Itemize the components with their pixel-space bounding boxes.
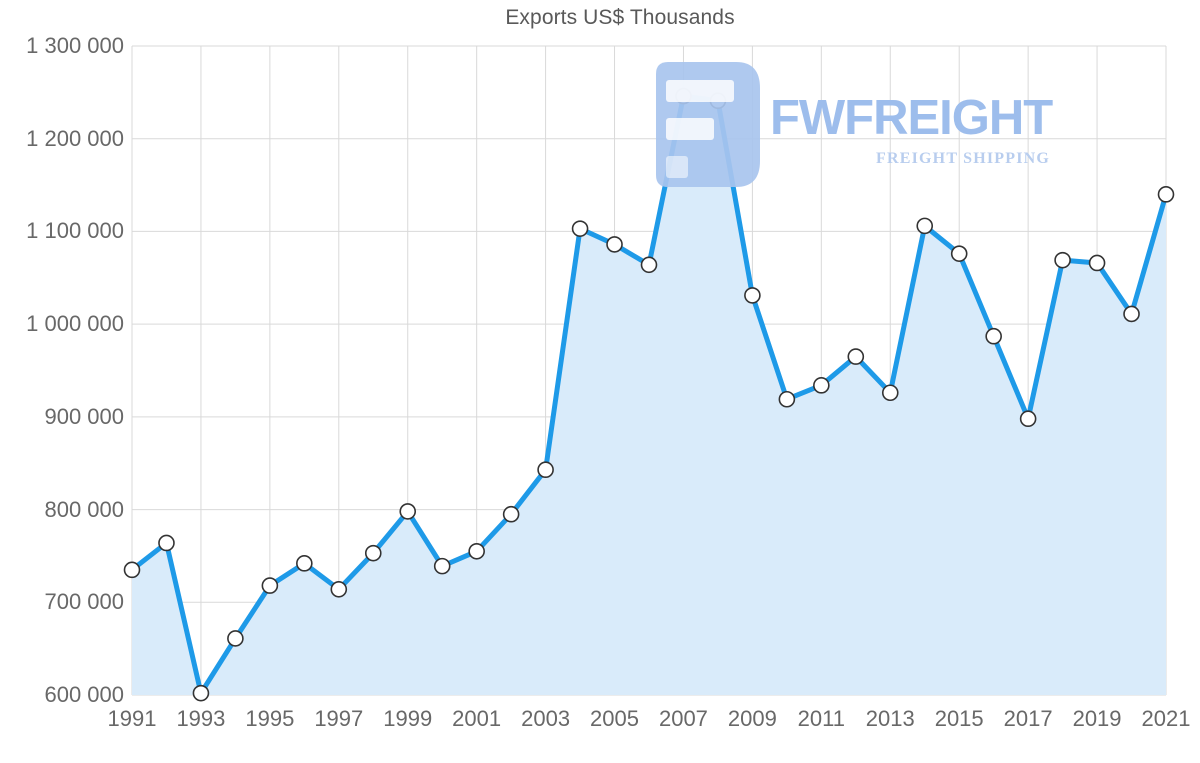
data-point-marker[interactable] xyxy=(364,544,382,562)
data-point-marker[interactable] xyxy=(985,327,1002,345)
data-point-marker[interactable] xyxy=(227,630,244,647)
data-point-marker[interactable] xyxy=(744,287,761,304)
data-point-marker[interactable] xyxy=(916,217,934,235)
x-axis-tick-label: 2017 xyxy=(1003,706,1053,731)
data-point-marker[interactable] xyxy=(950,245,968,262)
data-point-marker[interactable] xyxy=(502,505,520,523)
data-point-marker[interactable] xyxy=(606,236,623,253)
y-axis-tick-label: 800 000 xyxy=(44,496,124,522)
data-point-marker[interactable] xyxy=(192,684,210,702)
x-axis-tick-label: 2011 xyxy=(797,706,845,731)
data-point-marker[interactable] xyxy=(571,220,589,237)
y-axis-tick-label: 900 000 xyxy=(44,403,124,429)
data-point-marker[interactable] xyxy=(813,377,830,394)
data-point-marker[interactable] xyxy=(296,555,313,572)
x-axis-tick-label: 2007 xyxy=(658,706,708,731)
data-point-marker[interactable] xyxy=(847,348,865,365)
y-axis-tick-label: 1 200 000 xyxy=(26,125,124,151)
data-point-marker[interactable] xyxy=(1054,251,1071,269)
x-axis-tick-label: 2001 xyxy=(452,706,502,731)
data-point-marker[interactable] xyxy=(881,384,899,402)
data-point-marker[interactable] xyxy=(468,542,485,560)
data-point-marker[interactable] xyxy=(1123,305,1140,323)
data-point-marker[interactable] xyxy=(778,390,796,408)
data-point-marker[interactable] xyxy=(158,534,175,552)
y-axis-tick-label: 700 000 xyxy=(44,589,124,615)
x-axis-tick-label: 2009 xyxy=(727,706,777,731)
x-axis-tick-label: 1993 xyxy=(176,706,226,731)
x-axis-tick-label: 1999 xyxy=(383,706,433,731)
x-axis-tick-label: 2013 xyxy=(865,706,915,731)
y-axis-tick-label: 1 000 000 xyxy=(26,311,124,337)
data-point-marker[interactable] xyxy=(261,577,279,594)
x-axis-tick-label: 2019 xyxy=(1072,706,1122,731)
data-point-marker[interactable] xyxy=(399,503,417,520)
x-axis-tick-label: 1991 xyxy=(107,706,157,731)
data-point-marker[interactable] xyxy=(1019,410,1037,428)
x-axis-tick-label: 2005 xyxy=(590,706,640,731)
x-axis-tick-label: 1995 xyxy=(245,706,295,731)
area-fill-path xyxy=(132,96,1166,695)
y-axis-tick-label: 1 100 000 xyxy=(26,218,124,244)
data-point-marker[interactable] xyxy=(1088,254,1106,272)
data-point-marker[interactable] xyxy=(330,581,348,598)
data-point-marker[interactable] xyxy=(640,256,658,274)
data-point-marker[interactable] xyxy=(123,561,141,579)
x-axis-tick-label: 2021 xyxy=(1141,706,1191,731)
data-point-marker[interactable] xyxy=(537,461,554,479)
y-axis-tick-label: 1 300 000 xyxy=(26,33,124,58)
chart-title: Exports US$ Thousands xyxy=(505,6,735,29)
data-point-marker[interactable] xyxy=(1157,186,1175,203)
x-axis-tick-label: 2003 xyxy=(521,706,571,731)
data-point-markers xyxy=(123,87,1175,702)
data-point-marker[interactable] xyxy=(433,557,451,575)
area-fill xyxy=(132,96,1166,695)
x-axis-tick-label: 1997 xyxy=(314,706,364,731)
y-axis-tick-label: 600 000 xyxy=(44,682,124,707)
y-axis: 600 000 700 000 800 000 900 000 1 000 000 1 1… xyxy=(0,0,124,763)
x-axis-tick-label: 2015 xyxy=(934,706,984,731)
